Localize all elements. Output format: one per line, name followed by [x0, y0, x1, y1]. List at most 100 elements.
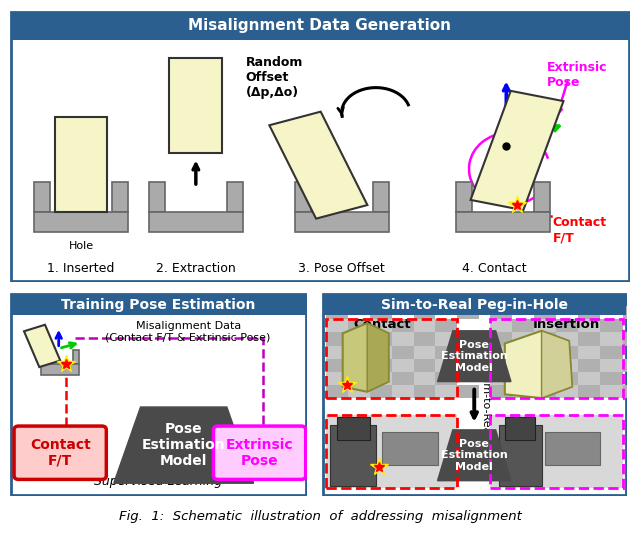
Text: Fig.  1:  Schematic  illustration  of  addressing  misalignment: Fig. 1: Schematic illustration of addres… — [118, 510, 522, 523]
FancyBboxPatch shape — [579, 332, 600, 346]
FancyBboxPatch shape — [294, 212, 389, 232]
FancyBboxPatch shape — [41, 364, 79, 375]
Text: Supervised Learning: Supervised Learning — [94, 475, 223, 488]
Text: Insertion: Insertion — [532, 318, 600, 331]
Polygon shape — [330, 425, 376, 486]
FancyBboxPatch shape — [323, 294, 626, 315]
FancyBboxPatch shape — [435, 372, 458, 385]
Text: Contact
F/T: Contact F/T — [30, 437, 91, 468]
FancyBboxPatch shape — [579, 359, 600, 372]
Text: Sim-to-Real Peg-in-Hole: Sim-to-Real Peg-in-Hole — [381, 298, 568, 312]
FancyBboxPatch shape — [14, 426, 106, 480]
FancyBboxPatch shape — [11, 12, 629, 281]
FancyBboxPatch shape — [456, 212, 550, 232]
Text: Hole: Hole — [68, 241, 93, 251]
FancyBboxPatch shape — [294, 183, 310, 212]
FancyBboxPatch shape — [534, 183, 550, 212]
Text: Random
Offset
(Δp,Δo): Random Offset (Δp,Δo) — [246, 56, 303, 99]
Polygon shape — [438, 331, 511, 382]
FancyBboxPatch shape — [372, 183, 389, 212]
FancyBboxPatch shape — [148, 183, 165, 212]
FancyBboxPatch shape — [326, 319, 458, 398]
Text: Sim-to-Real: Sim-to-Real — [481, 373, 490, 438]
FancyBboxPatch shape — [458, 359, 479, 372]
Polygon shape — [438, 430, 511, 481]
FancyBboxPatch shape — [623, 332, 640, 346]
Text: Contact
F/T: Contact F/T — [553, 216, 607, 244]
Text: 3. Pose Offset: 3. Pose Offset — [298, 262, 385, 275]
Polygon shape — [505, 331, 572, 398]
FancyBboxPatch shape — [458, 332, 479, 346]
FancyBboxPatch shape — [490, 385, 512, 398]
FancyBboxPatch shape — [326, 332, 348, 346]
Text: Contact: Contact — [354, 318, 412, 331]
Text: Extrinsic
Pose: Extrinsic Pose — [547, 61, 607, 88]
FancyBboxPatch shape — [490, 359, 512, 372]
FancyBboxPatch shape — [435, 346, 458, 359]
FancyBboxPatch shape — [512, 372, 534, 385]
Text: 1. Inserted: 1. Inserted — [47, 262, 115, 275]
FancyBboxPatch shape — [623, 306, 640, 319]
Text: 4. Contact: 4. Contact — [461, 262, 526, 275]
FancyBboxPatch shape — [392, 372, 413, 385]
FancyBboxPatch shape — [413, 385, 435, 398]
FancyBboxPatch shape — [370, 332, 392, 346]
Text: Pose
Estimation
Model: Pose Estimation Model — [441, 438, 508, 472]
FancyBboxPatch shape — [148, 212, 243, 232]
FancyBboxPatch shape — [413, 332, 435, 346]
FancyBboxPatch shape — [456, 183, 472, 212]
FancyBboxPatch shape — [600, 346, 623, 359]
Polygon shape — [24, 325, 60, 367]
FancyBboxPatch shape — [534, 359, 556, 372]
FancyBboxPatch shape — [227, 183, 243, 212]
FancyBboxPatch shape — [490, 332, 512, 346]
FancyBboxPatch shape — [623, 359, 640, 372]
FancyBboxPatch shape — [383, 433, 438, 466]
FancyBboxPatch shape — [623, 385, 640, 398]
Text: Peg: Peg — [70, 147, 92, 159]
Polygon shape — [470, 91, 563, 210]
Text: Misalignment Data Generation: Misalignment Data Generation — [189, 18, 451, 33]
FancyBboxPatch shape — [392, 346, 413, 359]
Polygon shape — [337, 417, 370, 440]
FancyBboxPatch shape — [326, 385, 348, 398]
FancyBboxPatch shape — [512, 346, 534, 359]
FancyBboxPatch shape — [326, 415, 458, 488]
FancyBboxPatch shape — [490, 306, 512, 319]
FancyBboxPatch shape — [348, 319, 370, 332]
FancyBboxPatch shape — [490, 415, 623, 488]
FancyBboxPatch shape — [435, 319, 458, 332]
FancyBboxPatch shape — [534, 306, 556, 319]
FancyBboxPatch shape — [534, 332, 556, 346]
FancyBboxPatch shape — [534, 385, 556, 398]
FancyBboxPatch shape — [545, 433, 600, 466]
FancyBboxPatch shape — [600, 372, 623, 385]
Polygon shape — [269, 112, 367, 218]
Polygon shape — [114, 407, 253, 483]
FancyBboxPatch shape — [370, 385, 392, 398]
FancyBboxPatch shape — [413, 359, 435, 372]
FancyBboxPatch shape — [326, 359, 348, 372]
FancyBboxPatch shape — [34, 183, 50, 212]
Polygon shape — [367, 323, 388, 392]
FancyBboxPatch shape — [556, 319, 579, 332]
FancyBboxPatch shape — [458, 385, 479, 398]
Text: Extrinsic
Pose: Extrinsic Pose — [226, 437, 293, 468]
Text: Training Pose Estimation: Training Pose Estimation — [61, 298, 255, 312]
FancyBboxPatch shape — [348, 372, 370, 385]
FancyBboxPatch shape — [73, 350, 79, 364]
FancyBboxPatch shape — [579, 385, 600, 398]
FancyBboxPatch shape — [512, 319, 534, 332]
FancyBboxPatch shape — [370, 306, 392, 319]
FancyBboxPatch shape — [490, 319, 623, 398]
FancyBboxPatch shape — [600, 319, 623, 332]
FancyBboxPatch shape — [41, 350, 47, 364]
Text: Pose
Estimation
Model: Pose Estimation Model — [441, 340, 508, 373]
Polygon shape — [541, 331, 572, 398]
FancyBboxPatch shape — [556, 372, 579, 385]
FancyBboxPatch shape — [214, 426, 306, 480]
FancyBboxPatch shape — [413, 306, 435, 319]
FancyBboxPatch shape — [11, 12, 629, 40]
FancyBboxPatch shape — [11, 294, 306, 495]
Polygon shape — [499, 425, 541, 486]
